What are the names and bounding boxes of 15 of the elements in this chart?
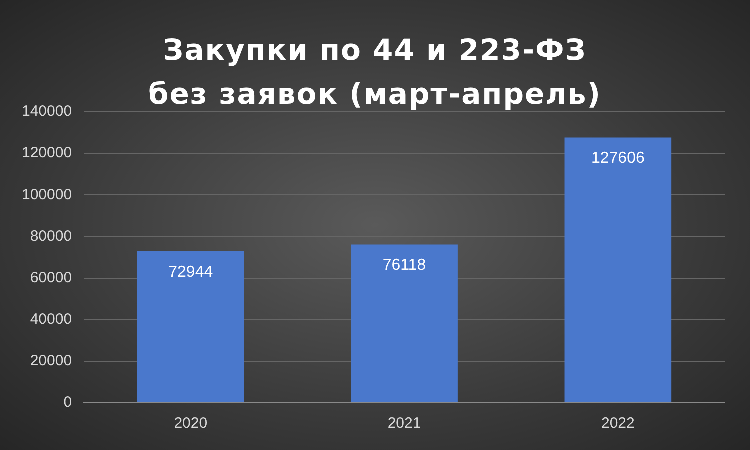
y-tick-label: 120000 xyxy=(22,144,72,162)
y-tick-label: 0 xyxy=(64,394,72,412)
y-tick-label: 40000 xyxy=(30,311,72,328)
data-label: 72944 xyxy=(168,264,214,281)
x-tick-label: 2022 xyxy=(601,415,635,432)
x-tick-label: 2021 xyxy=(388,415,422,432)
y-tick-label: 60000 xyxy=(30,269,72,286)
data-label: 76118 xyxy=(382,257,426,274)
y-tick-label: 20000 xyxy=(30,352,72,370)
x-tick-label: 2020 xyxy=(174,415,208,432)
chart-title: Закупки по 44 и 223-ФЗ без заявок (март-апрель) xyxy=(148,32,602,113)
y-tick-label: 140000 xyxy=(22,103,72,120)
data-label: 127606 xyxy=(591,150,645,168)
y-tick-label: 100000 xyxy=(22,186,72,204)
y-tick-label: 80000 xyxy=(30,228,72,245)
